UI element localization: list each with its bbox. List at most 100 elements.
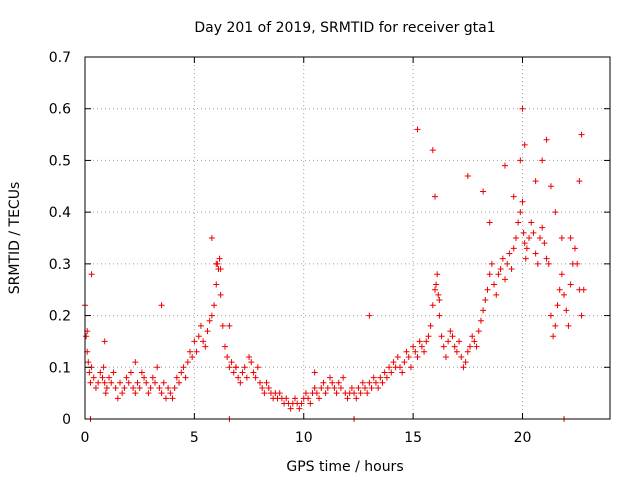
data-point bbox=[311, 369, 318, 376]
data-point bbox=[547, 183, 554, 190]
data-point bbox=[458, 353, 465, 360]
y-tick-label: 0.4 bbox=[49, 205, 71, 221]
data-point bbox=[228, 359, 235, 366]
data-point bbox=[254, 364, 261, 371]
x-tick-label: 10 bbox=[295, 430, 313, 446]
data-point bbox=[366, 312, 373, 319]
data-point bbox=[313, 390, 320, 397]
data-point bbox=[407, 364, 414, 371]
data-point bbox=[134, 379, 141, 386]
x-tick-label: 15 bbox=[404, 430, 422, 446]
data-point bbox=[145, 390, 152, 397]
data-point bbox=[464, 348, 471, 355]
data-point bbox=[213, 260, 220, 267]
data-point bbox=[471, 338, 478, 345]
data-point bbox=[119, 390, 126, 397]
data-point bbox=[276, 390, 283, 397]
data-point bbox=[180, 364, 187, 371]
data-point bbox=[101, 379, 108, 386]
data-point bbox=[138, 369, 145, 376]
y-tick-label: 0.1 bbox=[49, 360, 71, 376]
data-point bbox=[526, 235, 533, 241]
axis-ticks: 0 5 10 15 20 0 0.1 0.2 0.3 0.4 0.5 0.6 0.7 bbox=[49, 50, 610, 446]
data-point bbox=[462, 359, 469, 366]
data-point bbox=[252, 374, 259, 381]
data-point bbox=[197, 322, 204, 329]
data-point bbox=[381, 369, 388, 376]
data-point bbox=[132, 390, 139, 397]
data-point bbox=[86, 369, 93, 376]
data-point bbox=[414, 126, 421, 133]
x-axis-label: GPS time / hours bbox=[286, 459, 403, 475]
data-point bbox=[580, 286, 587, 293]
data-point bbox=[92, 384, 99, 391]
data-point bbox=[90, 374, 97, 381]
data-point bbox=[156, 384, 163, 391]
data-point bbox=[99, 374, 106, 381]
y-tick-label: 0 bbox=[62, 412, 71, 428]
data-point bbox=[547, 312, 554, 319]
data-point bbox=[530, 229, 537, 236]
data-point bbox=[368, 384, 375, 391]
data-point bbox=[480, 188, 487, 195]
y-tick-label: 0.2 bbox=[49, 309, 71, 325]
data-points bbox=[82, 105, 587, 422]
data-point bbox=[222, 343, 228, 350]
data-point bbox=[292, 395, 298, 402]
data-point bbox=[123, 374, 130, 381]
data-point bbox=[83, 333, 90, 340]
data-point bbox=[504, 260, 511, 267]
x-tick-label: 5 bbox=[190, 430, 199, 446]
data-point bbox=[195, 333, 202, 340]
data-point bbox=[510, 245, 517, 252]
data-point bbox=[298, 400, 305, 407]
data-point bbox=[506, 250, 513, 257]
data-point bbox=[102, 390, 109, 397]
data-point bbox=[532, 250, 539, 257]
data-point bbox=[543, 136, 550, 143]
data-point bbox=[574, 260, 581, 267]
data-point bbox=[359, 379, 366, 386]
data-point bbox=[515, 219, 522, 226]
data-point bbox=[386, 364, 393, 371]
data-point bbox=[467, 343, 473, 350]
data-point bbox=[167, 390, 174, 397]
data-point bbox=[191, 338, 198, 345]
data-point bbox=[216, 255, 223, 262]
data-point bbox=[508, 266, 515, 273]
y-tick-label: 0.6 bbox=[49, 102, 71, 118]
data-point bbox=[499, 255, 506, 262]
data-point bbox=[543, 255, 550, 262]
data-point bbox=[397, 364, 403, 371]
data-point bbox=[388, 369, 395, 376]
data-point bbox=[108, 379, 115, 386]
y-tick-label: 0.5 bbox=[49, 153, 71, 169]
data-point bbox=[517, 157, 524, 164]
data-point bbox=[147, 384, 154, 391]
data-point bbox=[88, 271, 95, 278]
data-point bbox=[539, 224, 546, 231]
data-point bbox=[436, 297, 443, 304]
data-point bbox=[375, 384, 382, 391]
data-point bbox=[429, 147, 436, 154]
data-point bbox=[259, 384, 266, 391]
data-point bbox=[399, 369, 406, 376]
data-point bbox=[204, 328, 211, 335]
data-point bbox=[121, 384, 128, 391]
data-point bbox=[230, 369, 237, 376]
data-point bbox=[484, 286, 491, 293]
data-point bbox=[263, 379, 270, 386]
data-point bbox=[401, 359, 408, 366]
data-point bbox=[364, 390, 371, 397]
data-point bbox=[154, 364, 161, 371]
data-point bbox=[486, 219, 493, 226]
data-point bbox=[112, 384, 119, 391]
data-point bbox=[331, 384, 338, 391]
data-point bbox=[537, 235, 543, 241]
data-point bbox=[370, 374, 377, 381]
data-point bbox=[421, 348, 428, 355]
data-point bbox=[136, 384, 143, 391]
data-point bbox=[226, 364, 233, 371]
data-point bbox=[561, 291, 568, 298]
